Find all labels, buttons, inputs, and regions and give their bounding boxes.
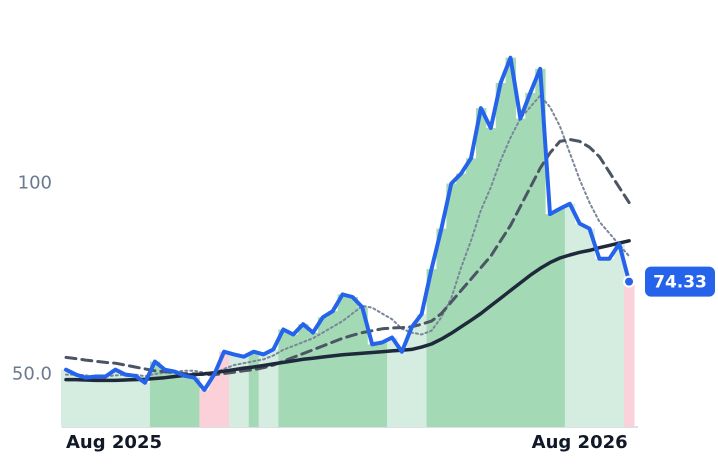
area-bar [515, 118, 526, 428]
area-bar [564, 203, 576, 427]
area-bar [624, 281, 635, 427]
area-bar [61, 369, 72, 427]
area-bar [248, 351, 260, 427]
area-bar [426, 269, 437, 427]
area-bar [130, 375, 141, 427]
area-bar [377, 342, 388, 427]
area-bar [189, 377, 200, 427]
area-bar [545, 214, 556, 427]
area-bar [347, 297, 358, 427]
area-bar [90, 376, 102, 427]
area-bar [199, 389, 210, 427]
area-bar [110, 369, 121, 427]
area-bar [436, 228, 447, 427]
area-bar [367, 344, 378, 427]
area-bar [614, 243, 625, 427]
area-bar [604, 258, 615, 427]
area-bar [525, 92, 536, 427]
x-tick-label: Aug 2025 [66, 432, 162, 453]
badge-bg [645, 266, 715, 297]
area-bar [308, 332, 319, 427]
x-tick-label: Aug 2026 [532, 432, 628, 453]
last-point [623, 275, 636, 288]
last-value-label: 74.33 [653, 273, 707, 293]
area-bar [219, 351, 230, 427]
area-bar [288, 334, 299, 427]
series-line [64, 55, 632, 392]
area-bar [179, 375, 190, 427]
area-bar [337, 294, 349, 427]
area-bar [159, 369, 171, 427]
area-bar [258, 354, 270, 427]
area-bar [446, 183, 457, 427]
area-bar [317, 317, 329, 427]
area-bar [594, 258, 605, 427]
lines [64, 55, 636, 392]
area-bar [169, 371, 181, 427]
area-bar [100, 376, 111, 427]
series-line [64, 239, 631, 383]
series-line [65, 94, 631, 378]
y-tick-label: 50.0 [12, 364, 52, 385]
area-bar [574, 223, 586, 427]
area-bar [80, 377, 92, 427]
area-bar [357, 307, 368, 427]
area-bar [584, 228, 595, 427]
area-bar [396, 351, 408, 427]
y-tick-label: 100 [18, 172, 52, 193]
area-bar [238, 356, 250, 427]
area-bar [149, 361, 161, 427]
labels: 50.0 100 Aug 2025 Aug 2026 74.33 [12, 172, 715, 453]
area-bar [228, 354, 240, 427]
area-bar [140, 382, 151, 427]
area-bar [456, 173, 467, 427]
area-bar [505, 57, 516, 428]
area-bar [387, 337, 398, 427]
area-bar [416, 314, 428, 427]
area-bar [298, 324, 309, 427]
area-bar [268, 349, 279, 427]
area-bar [495, 82, 507, 428]
area-bar [406, 327, 418, 427]
area-bar [554, 208, 566, 427]
area-bar [120, 374, 131, 427]
area-bar [327, 311, 339, 427]
area-bar [70, 374, 82, 427]
area-bar [278, 329, 289, 427]
area-bar [209, 374, 220, 427]
series-line [64, 138, 631, 377]
area-bar [485, 128, 497, 427]
area-bar [535, 68, 546, 427]
area-bar [466, 158, 477, 427]
area-bars [61, 57, 638, 428]
